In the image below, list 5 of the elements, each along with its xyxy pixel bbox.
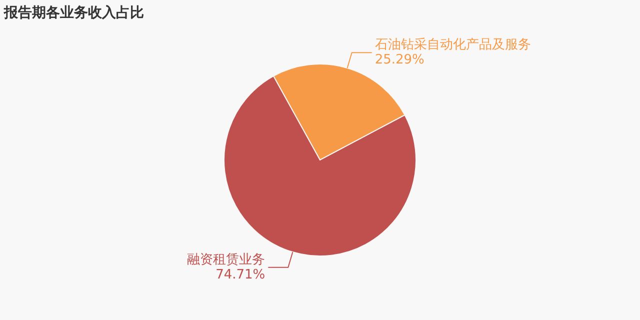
text: 报告期各业务收入占比	[3, 5, 144, 21]
data-label: 25.29%	[374, 52, 424, 68]
data-label: 74.71%	[216, 267, 266, 282]
slice-label: 融资租赁业务	[187, 252, 266, 268]
slice-label: 石油钻采自动化产品及服务	[374, 38, 531, 53]
